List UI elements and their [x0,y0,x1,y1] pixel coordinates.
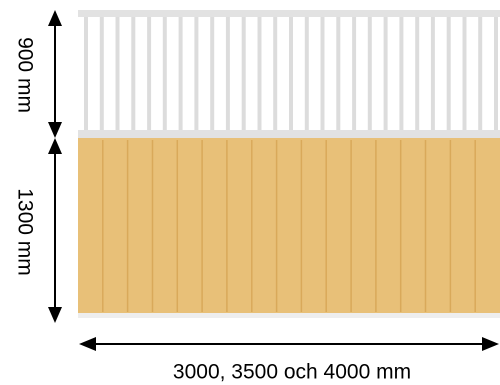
width-label: 3000, 3500 och 4000 mm [173,361,411,384]
railing-bar [430,17,435,130]
railing-bar [131,17,136,130]
railing-bar [289,17,293,130]
top-height-dimension: 900 mm [14,10,62,138]
railing-bar [336,17,341,130]
panel-board-area [78,138,500,313]
railing-bar [241,17,246,130]
railing-bar [194,17,199,130]
railing-bar [383,17,388,130]
railing-bar [352,17,357,130]
railing-bar [415,17,420,130]
railing-bar [494,17,498,130]
railing-bar [462,17,467,130]
railing-top-rail [78,10,500,17]
railing-bar [446,17,451,130]
top-height-arrowhead-down [48,122,62,138]
railing-bar [478,17,483,130]
top-height-label: 900 mm [14,37,37,113]
top-height-arrowhead-up [48,10,62,26]
width-arrowhead-left [79,337,96,351]
railing-bar [225,17,230,130]
railing-bar [257,17,262,130]
railing-bar [273,17,278,130]
railing-bar [147,17,152,130]
railing-bar [210,17,215,130]
bottom-height-dimension: 1300 mm [14,138,62,323]
width-dimension: 3000, 3500 och 4000 mm [79,337,499,384]
railing-bar [99,17,104,130]
railing-bar [162,17,167,130]
bottom-height-label: 1300 mm [14,188,37,276]
railing-bar [178,17,183,130]
railing-bar [399,17,404,130]
railing-bars [84,17,498,130]
railing-bottom-rail [78,130,500,138]
railing-bar [84,17,88,130]
railing-bar [304,17,309,130]
panel-section [78,138,500,318]
panel-bottom-shadow [78,313,500,318]
railing-bar [115,17,120,130]
bottom-height-arrowhead-down [48,307,62,323]
bottom-height-arrowhead-up [48,138,62,154]
width-arrowhead-right [482,337,499,351]
panel-board-lines [102,140,476,312]
railing-section [78,10,500,138]
railing-bar [367,17,372,130]
railing-bar [320,17,325,130]
